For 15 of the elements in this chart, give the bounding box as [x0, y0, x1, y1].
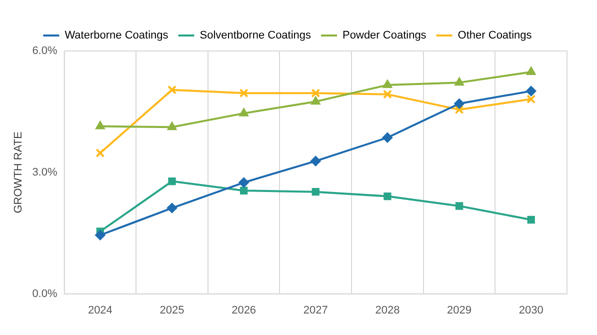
x-tick-label: 2027 — [303, 304, 328, 316]
x-tick-label: 2029 — [447, 304, 472, 316]
y-tick-label: 0.0% — [32, 288, 58, 300]
y-axis-title: GROWTH RATE — [12, 132, 25, 214]
x-tick-label: 2025 — [160, 304, 184, 316]
y-tick-label: 3.0% — [32, 166, 58, 178]
legend-label: Other Coatings — [458, 30, 532, 42]
x-tick-label: 2026 — [232, 304, 256, 316]
x-tick-label: 2028 — [375, 304, 400, 316]
legend-label: Powder Coatings — [342, 30, 427, 42]
x-tick-label: 2024 — [88, 304, 112, 316]
y-tick-label: 6.0% — [32, 45, 58, 58]
legend-label: Solventborne Coatings — [200, 30, 312, 42]
x-tick-label: 2030 — [518, 304, 544, 316]
legend-label: Waterborne Coatings — [64, 30, 169, 42]
